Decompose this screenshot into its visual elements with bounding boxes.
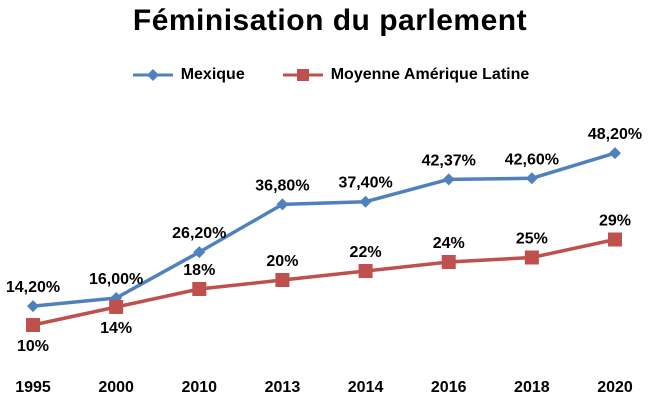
data-point-mexique <box>276 198 289 211</box>
data-label: 29% <box>599 213 631 230</box>
data-point-mexique <box>609 147 621 160</box>
data-label: 24% <box>433 235 465 252</box>
series-line-mexique <box>32 151 616 308</box>
x-tick-label: 2013 <box>265 379 301 396</box>
x-tick-label: 1995 <box>15 379 51 396</box>
x-tick-label: 2016 <box>431 379 467 396</box>
data-label: 42,37% <box>422 152 476 169</box>
data-point-mexique <box>442 173 455 186</box>
data-point-amerique-latine <box>26 318 40 332</box>
data-point-mexique <box>27 300 39 313</box>
data-label: 36,80% <box>255 177 309 194</box>
data-point-amerique-latine <box>441 255 456 269</box>
x-tick-label: 2014 <box>348 379 384 396</box>
legend-label-mexique: Mexique <box>180 66 245 83</box>
chart-title: Féminisation du parlement <box>132 4 528 37</box>
data-label: 10% <box>17 338 49 355</box>
data-label: 37,40% <box>338 175 392 192</box>
data-point-amerique-latine <box>192 282 207 296</box>
legend-item-amerique-latine: Moyenne Amérique Latine <box>281 66 530 84</box>
square-marker-icon <box>282 69 323 81</box>
data-point-amerique-latine <box>608 232 622 247</box>
data-point-amerique-latine <box>109 300 124 314</box>
data-label: 18% <box>183 262 215 279</box>
data-label: 20% <box>266 253 298 270</box>
data-point-amerique-latine <box>524 250 539 265</box>
legend: Mexique Moyenne Amérique Latine <box>0 66 660 84</box>
data-point-amerique-latine <box>275 273 290 287</box>
data-label: 14,20% <box>6 279 60 296</box>
series-line-amerique-latine <box>32 237 616 327</box>
data-label: 16,00% <box>89 271 143 288</box>
data-label: 25% <box>516 231 548 248</box>
data-label: 48,20% <box>588 126 642 143</box>
diamond-marker-icon <box>132 69 173 81</box>
x-tick-label: 2018 <box>514 379 550 396</box>
data-label: 14% <box>100 320 132 337</box>
legend-item-mexique: Mexique <box>131 66 245 84</box>
data-point-mexique <box>193 246 206 259</box>
legend-label-amerique-latine: Moyenne Amérique Latine <box>330 66 530 83</box>
data-point-mexique <box>525 172 538 185</box>
x-tick-label: 2010 <box>181 379 217 396</box>
x-tick-label: 2020 <box>597 379 633 396</box>
data-label: 26,20% <box>172 225 226 242</box>
data-point-mexique <box>359 195 372 208</box>
data-label: 22% <box>350 244 382 261</box>
data-point-amerique-latine <box>358 264 373 278</box>
data-label: 42,60% <box>505 151 559 168</box>
x-tick-label: 2000 <box>98 379 134 396</box>
